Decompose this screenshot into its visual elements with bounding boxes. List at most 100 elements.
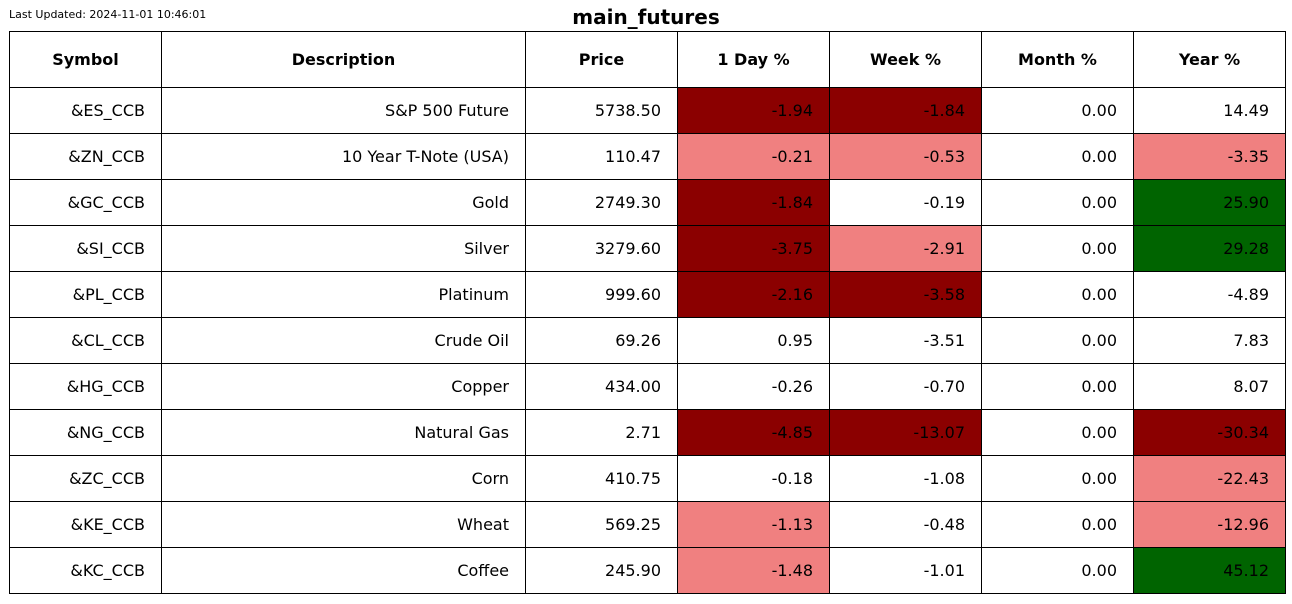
table-cell: -22.43 <box>1133 455 1286 502</box>
table-cell: -3.35 <box>1133 133 1286 180</box>
table-cell: 5738.50 <box>525 87 678 134</box>
table-cell: 25.90 <box>1133 179 1286 226</box>
table-row: &GC_CCB Gold 2749.30 -1.84 -0.19 0.00 25.90 <box>9 179 1286 226</box>
table-title: main_futures <box>572 5 720 29</box>
table-cell: &HG_CCB <box>9 363 162 410</box>
header-row: Symbol Description Price 1 Day % Week % Month… <box>9 31 1286 88</box>
table-cell: 0.00 <box>981 363 1134 410</box>
table-cell: Platinum <box>161 271 526 318</box>
table-cell: &GC_CCB <box>9 179 162 226</box>
table-cell: -0.19 <box>829 179 982 226</box>
table-cell: &NG_CCB <box>9 409 162 456</box>
table-header: Symbol Description Price 1 Day % Week % Month… <box>9 31 1286 88</box>
table-cell: &ZN_CCB <box>9 133 162 180</box>
table-cell: Crude Oil <box>161 317 526 364</box>
column-header: Year % <box>1133 31 1286 88</box>
table-cell: -1.13 <box>677 501 830 548</box>
table-cell: Natural Gas <box>161 409 526 456</box>
table-cell: 0.00 <box>981 87 1134 134</box>
table-cell: -3.75 <box>677 225 830 272</box>
table-cell: -13.07 <box>829 409 982 456</box>
table-cell: -0.70 <box>829 363 982 410</box>
table-body: &ES_CCB S&P 500 Future 5738.50 -1.94 -1.84 0.… <box>9 87 1286 594</box>
table-row: &KC_CCB Coffee 245.90 -1.48 -1.01 0.00 45.12 <box>9 547 1286 594</box>
table-row: &PL_CCB Platinum 999.60 -2.16 -3.58 0.00 -4.89 <box>9 271 1286 318</box>
table-cell: 110.47 <box>525 133 678 180</box>
table-cell: -0.53 <box>829 133 982 180</box>
column-header: Price <box>525 31 678 88</box>
table-cell: S&P 500 Future <box>161 87 526 134</box>
table-row: &KE_CCB Wheat 569.25 -1.13 -0.48 0.00 -12.96 <box>9 501 1286 548</box>
table-cell: 0.00 <box>981 317 1134 364</box>
table-cell: 7.83 <box>1133 317 1286 364</box>
table-cell: -1.08 <box>829 455 982 502</box>
table-row: &HG_CCB Copper 434.00 -0.26 -0.70 0.00 8.07 <box>9 363 1286 410</box>
table-cell: -1.94 <box>677 87 830 134</box>
table-cell: -1.01 <box>829 547 982 594</box>
table-cell: Silver <box>161 225 526 272</box>
table-cell: -1.48 <box>677 547 830 594</box>
table-cell: Coffee <box>161 547 526 594</box>
table-cell: -1.84 <box>829 87 982 134</box>
table-cell: 569.25 <box>525 501 678 548</box>
table-cell: 8.07 <box>1133 363 1286 410</box>
table-row: &SI_CCB Silver 3279.60 -3.75 -2.91 0.00 29.28 <box>9 225 1286 272</box>
table-row: &CL_CCB Crude Oil 69.26 0.95 -3.51 0.00 7.83 <box>9 317 1286 364</box>
table-cell: 14.49 <box>1133 87 1286 134</box>
column-header: Month % <box>981 31 1134 88</box>
table-cell: -4.85 <box>677 409 830 456</box>
table-cell: 0.00 <box>981 501 1134 548</box>
table-cell: 69.26 <box>525 317 678 364</box>
table-cell: 2749.30 <box>525 179 678 226</box>
table-row: &ZN_CCB 10 Year T-Note (USA) 110.47 -0.21 -0… <box>9 133 1286 180</box>
table-cell: -12.96 <box>1133 501 1286 548</box>
table-cell: &CL_CCB <box>9 317 162 364</box>
table-cell: &SI_CCB <box>9 225 162 272</box>
table-cell: -0.26 <box>677 363 830 410</box>
table-cell: 410.75 <box>525 455 678 502</box>
table-cell: &PL_CCB <box>9 271 162 318</box>
table-cell: 999.60 <box>525 271 678 318</box>
table-cell: Corn <box>161 455 526 502</box>
table-cell: -0.21 <box>677 133 830 180</box>
table-cell: 0.00 <box>981 179 1134 226</box>
table-row: &ZC_CCB Corn 410.75 -0.18 -1.08 0.00 -22.43 <box>9 455 1286 502</box>
table-cell: 10 Year T-Note (USA) <box>161 133 526 180</box>
table-cell: -30.34 <box>1133 409 1286 456</box>
table-cell: 434.00 <box>525 363 678 410</box>
table-cell: 0.00 <box>981 455 1134 502</box>
table-cell: -1.84 <box>677 179 830 226</box>
futures-table: Symbol Description Price 1 Day % Week % Month… <box>9 31 1286 594</box>
table-cell: 2.71 <box>525 409 678 456</box>
table-cell: -4.89 <box>1133 271 1286 318</box>
table-cell: 0.00 <box>981 409 1134 456</box>
table-cell: -0.18 <box>677 455 830 502</box>
table-cell: Gold <box>161 179 526 226</box>
table-cell: -3.58 <box>829 271 982 318</box>
table-row: &NG_CCB Natural Gas 2.71 -4.85 -13.07 0.00 -30… <box>9 409 1286 456</box>
column-header: 1 Day % <box>677 31 830 88</box>
table-cell: Wheat <box>161 501 526 548</box>
table-cell: -0.48 <box>829 501 982 548</box>
last-updated-text: Last Updated: 2024-11-01 10:46:01 <box>9 8 207 21</box>
table-cell: 245.90 <box>525 547 678 594</box>
table-cell: 0.95 <box>677 317 830 364</box>
table-cell: 0.00 <box>981 271 1134 318</box>
column-header: Week % <box>829 31 982 88</box>
table-cell: &KE_CCB <box>9 501 162 548</box>
table-cell: -3.51 <box>829 317 982 364</box>
table-cell: 0.00 <box>981 547 1134 594</box>
table-cell: &ZC_CCB <box>9 455 162 502</box>
table-cell: 3279.60 <box>525 225 678 272</box>
table-cell: -2.16 <box>677 271 830 318</box>
table-cell: -2.91 <box>829 225 982 272</box>
table-cell: Copper <box>161 363 526 410</box>
table-cell: 45.12 <box>1133 547 1286 594</box>
table-cell: &KC_CCB <box>9 547 162 594</box>
table-cell: &ES_CCB <box>9 87 162 134</box>
table-cell: 29.28 <box>1133 225 1286 272</box>
column-header: Symbol <box>9 31 162 88</box>
table-row: &ES_CCB S&P 500 Future 5738.50 -1.94 -1.84 0.… <box>9 87 1286 134</box>
table-cell: 0.00 <box>981 225 1134 272</box>
table-cell: 0.00 <box>981 133 1134 180</box>
